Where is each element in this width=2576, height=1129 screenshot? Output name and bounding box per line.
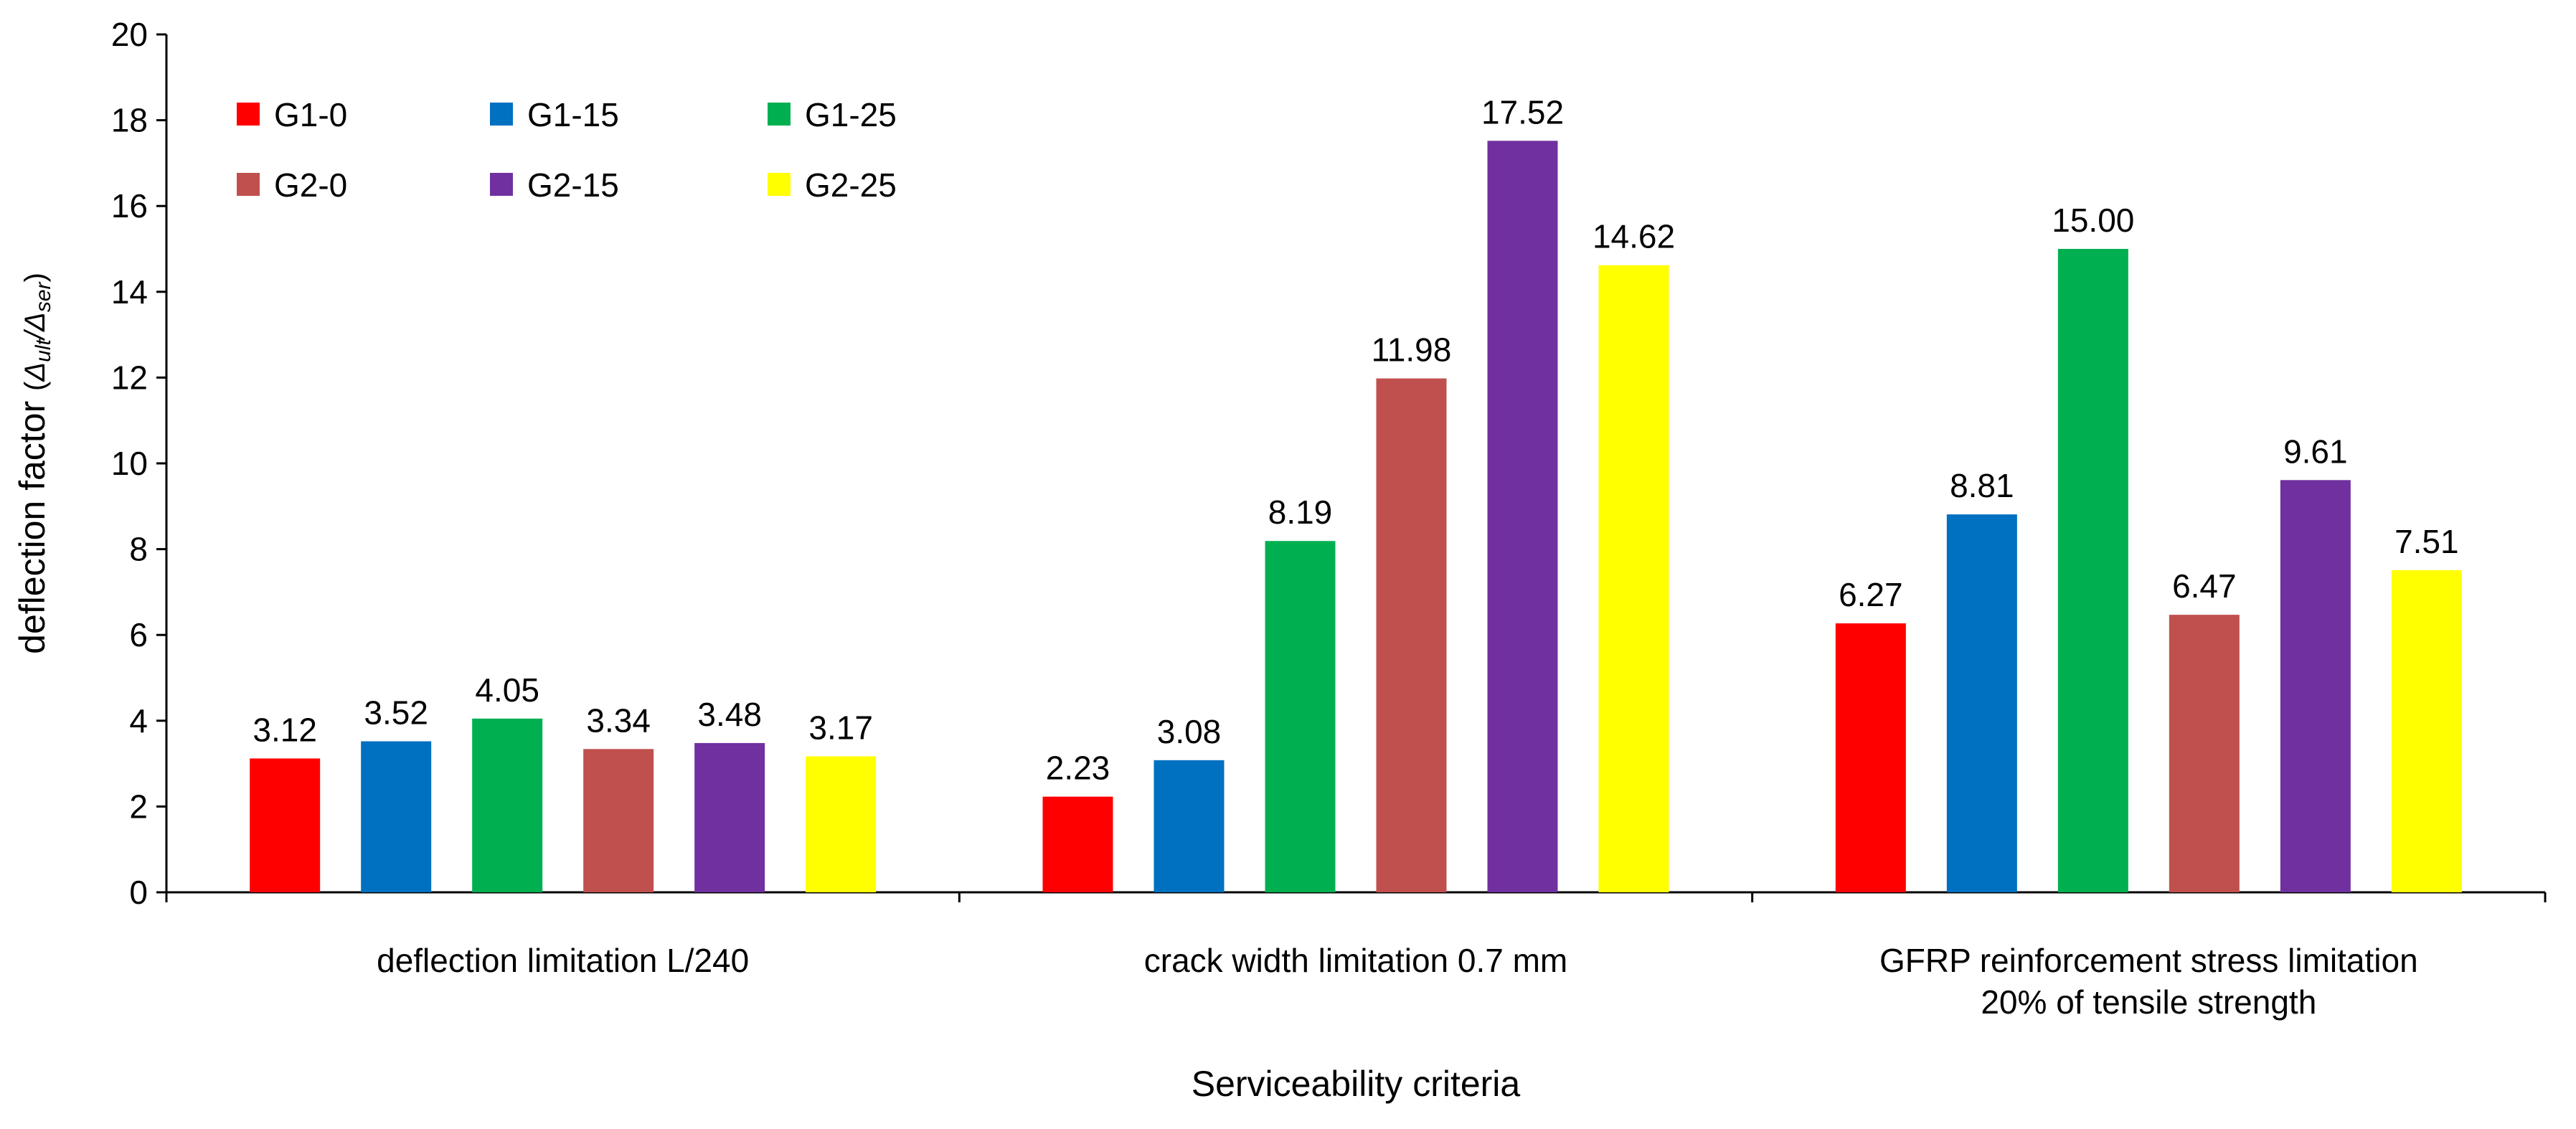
y-axis-title-paren-open: (	[19, 381, 51, 391]
legend-swatch-g1-15	[490, 103, 513, 126]
y-axis-title-denominator-sub: ser	[32, 281, 55, 312]
bar-g2-0	[1376, 378, 1447, 892]
category-labels: deflection limitation L/240 crack width l…	[377, 942, 2418, 1021]
bars	[250, 141, 2462, 893]
bar-g1-0	[1835, 623, 1906, 892]
data-label-g2-15: 3.48	[697, 696, 762, 733]
data-label-g1-15: 3.08	[1157, 713, 1222, 750]
y-tick-label: 4	[129, 702, 148, 740]
y-tick-label: 6	[129, 616, 148, 653]
bar-g2-15	[694, 742, 765, 892]
bar-g2-0	[583, 749, 654, 892]
data-label-g1-0: 2.23	[1046, 750, 1110, 787]
bar-g2-15	[1487, 141, 1558, 893]
y-axis-title-slash: /	[19, 329, 51, 341]
y-axis-title-numerator-sub: ult	[32, 338, 55, 362]
category-label: deflection limitation L/240	[377, 942, 749, 979]
bar-g1-25	[1265, 541, 1336, 892]
data-label-g2-15: 9.61	[2283, 433, 2348, 470]
legend-label-g2-15: G2-15	[527, 166, 619, 204]
y-axis-title-numerator: Δ	[19, 362, 51, 382]
y-tick-label: 12	[111, 359, 148, 396]
bar-g2-25	[1598, 265, 1669, 892]
y-tick-label: 0	[129, 874, 148, 911]
bar-g2-15	[2280, 480, 2351, 892]
bar-g1-15	[1153, 760, 1225, 892]
legend-label-g2-25: G2-25	[805, 166, 897, 204]
y-tick-label: 10	[111, 445, 148, 482]
data-label-g2-0: 11.98	[1372, 331, 1452, 369]
legend-swatch-g1-0	[237, 103, 260, 126]
data-label-g1-15: 8.81	[1950, 467, 2014, 504]
y-axis-ticks: 0 2 4 6 8 10 12 14 16 18 20	[111, 16, 166, 911]
bar-g2-0	[2169, 615, 2240, 892]
category-label: 20% of tensile strength	[1981, 983, 2316, 1021]
data-label-g2-0: 3.34	[586, 702, 651, 739]
x-axis-title: Serviceability criteria	[1192, 1064, 1521, 1104]
data-label-g1-0: 3.12	[253, 711, 317, 748]
legend-label-g1-25: G1-25	[805, 96, 897, 133]
data-label-g2-25: 3.17	[808, 709, 873, 746]
bar-g2-25	[2391, 570, 2462, 892]
bar-g1-25	[2057, 249, 2128, 892]
data-label-g2-25: 14.62	[1593, 218, 1675, 255]
legend-swatch-g2-15	[490, 173, 513, 196]
y-tick-label: 8	[129, 531, 148, 568]
bar-g1-25	[472, 718, 543, 892]
data-label-g1-25: 8.19	[1268, 493, 1333, 531]
bar-g1-15	[1946, 514, 2017, 892]
bar-g1-15	[361, 741, 432, 892]
category-label: crack width limitation 0.7 mm	[1144, 942, 1568, 979]
y-tick-label: 20	[111, 16, 148, 53]
data-label-g2-25: 7.51	[2395, 523, 2459, 560]
y-axis-title-paren-close: )	[19, 273, 51, 282]
y-axis-title-denominator: Δ	[19, 312, 51, 332]
legend-label-g1-0: G1-0	[274, 96, 347, 133]
y-tick-label: 14	[111, 273, 148, 311]
bar-g1-0	[250, 758, 321, 892]
bar-g1-0	[1042, 796, 1113, 892]
data-labels: 3.12 3.52 4.05 3.34 3.48 3.17 2.23 3.08 8.19 11.9…	[253, 93, 2458, 786]
data-label-g1-15: 3.52	[364, 694, 428, 732]
y-axis-title: deflection factor (Δult/Δser)	[12, 273, 55, 654]
legend-swatch-g2-0	[237, 173, 260, 196]
y-tick-label: 16	[111, 187, 148, 225]
y-tick-label: 18	[111, 102, 148, 139]
x-axis-ticks	[165, 892, 2547, 902]
legend-label-g2-0: G2-0	[274, 166, 347, 204]
legend: G1-0 G1-15 G1-25 G2-0 G2-15 G2-25	[237, 96, 897, 204]
data-label-g2-0: 6.47	[2172, 567, 2237, 605]
y-tick-label: 2	[129, 788, 148, 825]
y-axis-title-main: deflection factor	[12, 391, 52, 654]
category-label: GFRP reinforcement stress limitation	[1879, 942, 2418, 979]
data-label-g2-15: 17.52	[1481, 93, 1564, 131]
data-label-g1-25: 15.00	[2052, 202, 2134, 239]
data-label-g1-0: 6.27	[1839, 576, 1903, 613]
legend-label-g1-15: G1-15	[527, 96, 619, 133]
legend-swatch-g1-25	[768, 103, 791, 126]
bar-g2-25	[806, 756, 877, 892]
legend-swatch-g2-25	[768, 173, 791, 196]
data-label-g1-25: 4.05	[475, 671, 539, 709]
